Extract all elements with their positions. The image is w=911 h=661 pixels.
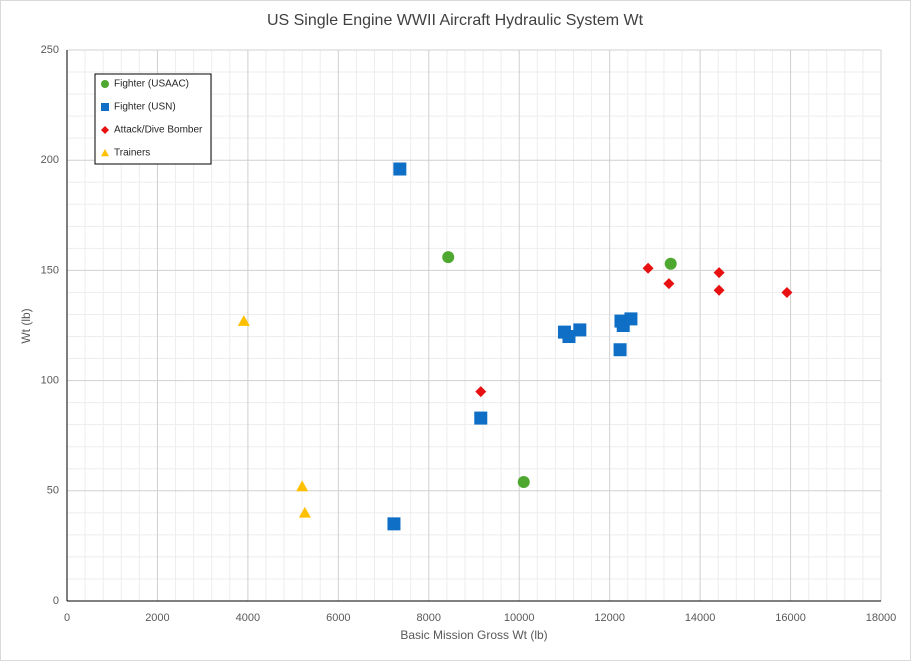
point — [298, 506, 311, 518]
point — [713, 284, 725, 296]
legend: Fighter (USAAC) Fighter (USN) Attack/Dive … — [94, 73, 212, 165]
point — [475, 386, 487, 398]
legend-label: Fighter (USN) — [114, 102, 176, 113]
point — [517, 475, 530, 488]
legend-label: Fighter (USAAC) — [114, 79, 189, 90]
point — [613, 343, 627, 357]
legend-marker — [101, 126, 109, 134]
y-tick-label: 150 — [41, 264, 59, 276]
legend-marker — [101, 149, 109, 157]
y-tick-label: 50 — [47, 485, 59, 497]
x-tick-label: 0 — [64, 612, 70, 624]
x-tick-label: 10000 — [504, 612, 535, 624]
legend-marker — [101, 103, 109, 111]
point — [562, 330, 576, 344]
point — [442, 251, 455, 264]
legend-label: Attack/Dive Bomber — [114, 125, 203, 136]
point — [573, 323, 587, 337]
y-tick-label: 0 — [53, 595, 59, 607]
x-tick-label: 6000 — [326, 612, 350, 624]
x-tick-label: 4000 — [236, 612, 260, 624]
point — [624, 312, 638, 326]
point — [663, 278, 675, 290]
x-tick-label: 14000 — [685, 612, 716, 624]
point — [393, 162, 407, 176]
point — [237, 315, 250, 326]
y-axis-title: Wt (lb) — [19, 308, 33, 343]
point — [713, 267, 725, 279]
chart-title: US Single Engine WWII Aircraft Hydraulic… — [267, 12, 644, 29]
x-tick-label: 8000 — [417, 612, 441, 624]
point — [664, 257, 677, 270]
x-axis-title: Basic Mission Gross Wt (lb) — [400, 628, 547, 642]
point — [642, 262, 654, 274]
x-tick-label: 12000 — [594, 612, 625, 624]
legend-box — [94, 73, 212, 165]
point — [781, 286, 793, 298]
point — [296, 480, 309, 492]
y-tick-label: 250 — [41, 44, 59, 56]
y-tick-label: 100 — [41, 375, 59, 387]
legend-marker — [101, 80, 109, 88]
y-tick-label: 200 — [41, 154, 59, 166]
x-tick-label: 16000 — [775, 612, 806, 624]
x-tick-label: 18000 — [866, 612, 897, 624]
point — [474, 411, 488, 425]
x-tick-label: 2000 — [145, 612, 169, 624]
point — [387, 517, 401, 531]
legend-label: Trainers — [114, 148, 150, 159]
